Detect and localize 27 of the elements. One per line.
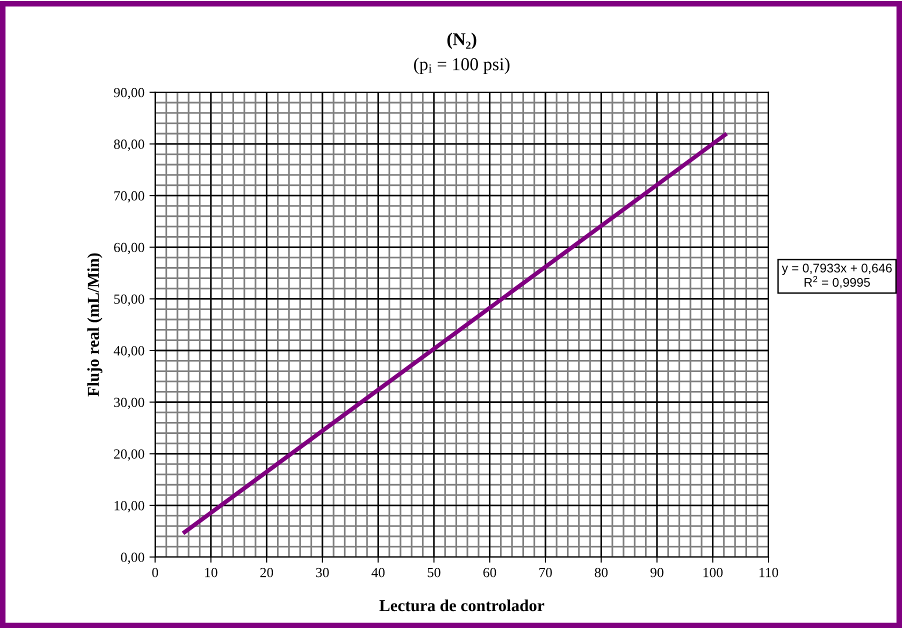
y-tick-label: 10,00 <box>114 500 144 512</box>
y-axis-title: Flujo real (mL/Min) <box>87 253 102 396</box>
chart-subtitle: (p$_{i}$ = 100 psi) <box>414 58 510 74</box>
x-tick-label: 100 <box>704 568 723 578</box>
y-tick-label: 80,00 <box>114 140 144 151</box>
x-tick-label: 30 <box>316 568 329 578</box>
y-tick-label: 40,00 <box>114 346 144 358</box>
y-tick-label: 30,00 <box>114 398 144 410</box>
x-tick-label: 70 <box>539 568 552 578</box>
x-tick-label: 0 <box>152 568 158 578</box>
x-tick-label: 80 <box>594 568 608 578</box>
y-tick-label: 0,00 <box>120 552 144 564</box>
text: y = 0,7933x + 0,646 R$^{2}$ = 0,9995 <box>782 264 892 288</box>
y-tick-label: 70,00 <box>114 191 144 203</box>
y-tick-label: 60,00 <box>114 242 144 254</box>
y-tick-label: 50,00 <box>114 294 144 306</box>
x-tick-label: 50 <box>428 568 440 578</box>
x-tick-label: 60 <box>483 568 496 578</box>
x-axis-title: Lectura de controlador <box>379 599 544 612</box>
x-tick-label: 110 <box>760 568 778 578</box>
chart-title: (N₂) <box>447 32 476 50</box>
y-tick-label: 90,00 <box>114 88 144 100</box>
x-tick-label: 20 <box>260 568 274 578</box>
x-tick-label: 10 <box>205 568 218 578</box>
x-tick-label: 90 <box>650 568 664 578</box>
y-tick-label: 20,00 <box>114 449 144 461</box>
x-tick-label: 40 <box>372 568 385 578</box>
